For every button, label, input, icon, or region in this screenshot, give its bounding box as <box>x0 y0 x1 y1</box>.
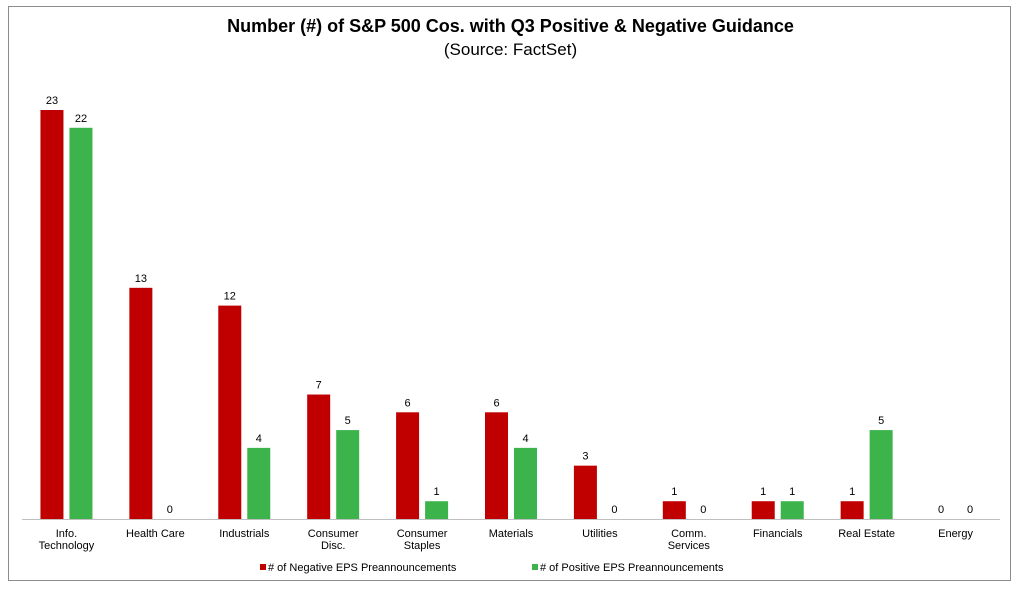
data-label: 4 <box>522 433 528 445</box>
chart-title: Number (#) of S&P 500 Cos. with Q3 Posit… <box>227 16 794 36</box>
data-label: 0 <box>167 504 173 516</box>
chart-subtitle: (Source: FactSet) <box>443 40 578 59</box>
legend-swatch <box>532 564 538 570</box>
data-label: 3 <box>582 451 588 463</box>
x-tick-label: Real Estate <box>838 528 895 540</box>
bar-positive <box>869 430 893 519</box>
x-tick-label: Utilities <box>582 528 618 540</box>
x-tick-label: Consumer Disc. <box>308 528 359 552</box>
legend-swatch <box>260 564 266 570</box>
data-label: 0 <box>611 504 617 516</box>
data-label: 1 <box>789 486 795 498</box>
bar-negative <box>218 305 242 519</box>
data-label: 7 <box>316 380 322 392</box>
x-tick-label: Industrials <box>219 528 270 540</box>
data-label: 0 <box>700 504 706 516</box>
bar-negative <box>307 394 331 519</box>
bar-positive <box>514 447 537 519</box>
data-label: 5 <box>878 415 884 427</box>
bar-negative <box>129 287 153 519</box>
bar-negative <box>396 412 420 519</box>
bar-positive <box>425 501 449 519</box>
data-label: 1 <box>760 486 766 498</box>
bar-negative <box>840 501 864 519</box>
bar-negative <box>40 110 64 519</box>
x-tick-label: Materials <box>489 528 534 540</box>
data-label: 22 <box>75 113 87 125</box>
bar-positive <box>336 430 360 519</box>
legend-entry: # of Positive EPS Preannouncements <box>532 562 724 574</box>
x-tick-label: Financials <box>753 528 803 540</box>
data-label: 1 <box>849 486 855 498</box>
data-label: 0 <box>967 504 973 516</box>
data-label: 6 <box>405 397 411 409</box>
legend-label: # of Negative EPS Preannouncements <box>268 562 457 574</box>
x-tick-label: Energy <box>938 528 973 540</box>
bar-positive <box>780 501 804 519</box>
data-label: 1 <box>671 486 677 498</box>
data-label: 13 <box>135 273 147 285</box>
x-tick-label: Health Care <box>126 528 185 540</box>
data-label: 23 <box>46 95 58 107</box>
data-label: 12 <box>224 291 236 303</box>
legend-label: # of Positive EPS Preannouncements <box>540 562 724 574</box>
chart-frame <box>8 6 1011 581</box>
bar-negative <box>662 501 686 519</box>
data-label: 1 <box>434 486 440 498</box>
bar-negative <box>751 501 775 519</box>
data-label: 5 <box>345 415 351 427</box>
x-tick-label: Comm. Services <box>668 528 711 552</box>
bar-positive <box>247 447 271 519</box>
x-tick-label: Consumer Staples <box>397 528 448 552</box>
bar-positive <box>69 127 93 520</box>
x-tick-label: Info. Technology <box>39 528 95 552</box>
data-label: 6 <box>493 397 499 409</box>
bar-negative <box>485 412 508 519</box>
data-label: 0 <box>938 504 944 516</box>
bar-negative <box>573 465 597 519</box>
legend-entry: # of Negative EPS Preannouncements <box>260 562 457 574</box>
data-label: 4 <box>256 433 262 445</box>
